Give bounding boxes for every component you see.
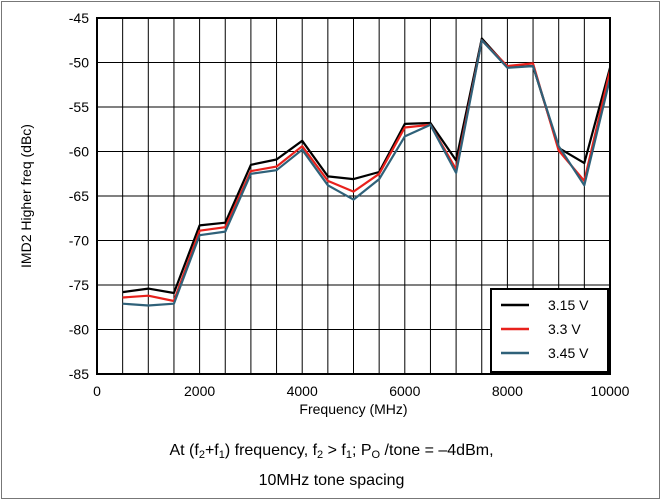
y-tick-labels: -45 -50 -55 -60 -65 -70 -75 -80 -85 <box>69 10 89 382</box>
legend-label-1: 3.15 V <box>548 297 589 313</box>
caption-text: ; P <box>351 442 372 459</box>
caption-subscript: 2 <box>198 449 205 461</box>
y-tick-label: -70 <box>69 233 89 249</box>
series-lines <box>122 37 612 307</box>
x-tick-label: 10000 <box>591 383 630 399</box>
plot-border <box>96 17 611 375</box>
x-tick-label: 2000 <box>184 383 215 399</box>
y-tick-label: -85 <box>69 366 89 382</box>
caption-subscript: 1 <box>345 449 352 461</box>
y-tick-label: -45 <box>69 10 89 26</box>
x-tick-label: 6000 <box>389 383 420 399</box>
y-axis-title: IMD2 Higher freq (dBc) <box>18 124 34 268</box>
caption-text: +f <box>204 442 219 459</box>
caption-subscript: 1 <box>218 449 225 461</box>
legend-label-3: 3.45 V <box>548 345 589 361</box>
caption-line-1: At (f2+f1) frequency, f2 > f1; PO /tone … <box>0 436 663 466</box>
caption-text: ) frequency, f <box>224 442 318 459</box>
y-tick-label: -65 <box>69 188 89 204</box>
series-line-3 <box>122 39 612 307</box>
caption-text: At (f <box>169 442 199 459</box>
x-tick-label: 4000 <box>287 383 318 399</box>
y-tick-label: -50 <box>69 55 89 71</box>
y-tick-label: -80 <box>69 322 89 338</box>
x-tick-label: 8000 <box>492 383 523 399</box>
legend: 3.15 V 3.3 V 3.45 V <box>490 288 609 373</box>
x-tick-labels: 0 2000 4000 6000 8000 10000 <box>93 383 630 399</box>
series-line-2 <box>122 39 612 303</box>
caption-subscript: 2 <box>317 449 324 461</box>
caption-line-2: 10MHz tone spacing <box>258 472 405 489</box>
caption-text: /tone = –4dBm, <box>380 442 494 459</box>
grid-lines <box>97 18 610 374</box>
legend-label-2: 3.3 V <box>548 321 581 337</box>
imd2-line-chart: 0 2000 4000 6000 8000 10000 -45 -50 -55 -60 -65 -7… <box>18 10 630 417</box>
y-tick-label: -55 <box>69 99 89 115</box>
y-tick-label: -75 <box>69 277 89 293</box>
caption-subscript: O <box>371 449 381 461</box>
legend-box <box>490 288 609 373</box>
y-tick-label: -60 <box>69 144 89 160</box>
x-tick-label: 0 <box>93 383 101 399</box>
x-axis-title: Frequency (MHz) <box>299 401 407 417</box>
caption-text: > f <box>323 442 346 459</box>
